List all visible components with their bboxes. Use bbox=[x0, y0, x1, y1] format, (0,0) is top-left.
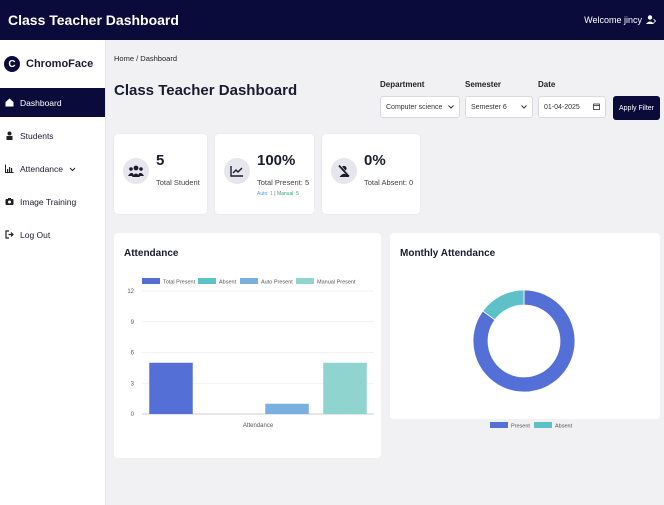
legend-swatch[interactable] bbox=[490, 422, 508, 428]
semester-value: Semester 6 bbox=[471, 103, 507, 111]
donut-slice-absent[interactable] bbox=[482, 289, 525, 321]
breakdown-separator: | bbox=[274, 191, 276, 197]
date-input[interactable]: 01-04-2025 bbox=[538, 96, 606, 118]
legend-label: Manual Present bbox=[317, 280, 356, 286]
department-value: Computer science bbox=[386, 103, 443, 111]
y-tick-label: 9 bbox=[131, 320, 135, 326]
bar-total-present[interactable] bbox=[149, 362, 193, 414]
user-menu[interactable]: Welcome jincy bbox=[584, 14, 657, 26]
y-tick-label: 0 bbox=[131, 412, 135, 418]
page-title: Class Teacher Dashboard bbox=[114, 82, 298, 99]
user-slash-icon bbox=[331, 158, 357, 184]
sidebar-item-image-training[interactable]: Image Training bbox=[0, 187, 105, 216]
bar-auto-present[interactable] bbox=[265, 403, 309, 414]
manual-present-count: Manual: 5 bbox=[276, 191, 299, 197]
sidebar-item-logout[interactable]: Log Out bbox=[0, 220, 105, 249]
monthly-attendance-donut: Present Absent bbox=[472, 289, 576, 430]
student-icon bbox=[5, 131, 14, 140]
y-tick-label: 3 bbox=[131, 381, 135, 387]
chevron-down-icon bbox=[69, 164, 76, 174]
brand[interactable]: C ChromoFace bbox=[0, 40, 105, 88]
breadcrumb-separator: / bbox=[136, 54, 139, 63]
donut-slice-present[interactable] bbox=[472, 289, 576, 393]
attendance-bar-chart: Total Present Absent Auto Present Manual Pr… bbox=[127, 278, 374, 429]
semester-select[interactable]: Semester 6 bbox=[465, 96, 533, 118]
semester-label: Semester bbox=[465, 80, 502, 89]
legend-label: Absent bbox=[219, 280, 237, 286]
y-tick-label: 6 bbox=[131, 351, 135, 357]
total-absent-value: 0% bbox=[364, 152, 386, 169]
legend-swatch[interactable] bbox=[296, 278, 314, 284]
camera-icon bbox=[5, 197, 14, 206]
legend-label: Auto Present bbox=[261, 280, 293, 286]
sidebar: C ChromoFace Dashboard Students Attendan… bbox=[0, 40, 106, 505]
auto-present-count: Auto: 1 bbox=[257, 191, 273, 197]
total-present-card: 100% Total Present: 5 Auto: 1 | Manual: … bbox=[215, 134, 314, 214]
date-label: Date bbox=[538, 80, 556, 89]
main-content: Home / Dashboard Class Teacher Dashboard… bbox=[106, 40, 664, 505]
trend-chart-icon bbox=[224, 158, 250, 184]
total-student-label: Total Student bbox=[156, 178, 200, 187]
chevron-down-icon bbox=[448, 104, 454, 111]
chromoface-logo-icon: C bbox=[4, 56, 20, 72]
chart-icon bbox=[5, 164, 14, 173]
app-title: Class Teacher Dashboard bbox=[8, 12, 179, 28]
legend-swatch[interactable] bbox=[240, 278, 258, 284]
legend-label: Present bbox=[511, 424, 530, 430]
breadcrumb-home[interactable]: Home bbox=[114, 54, 135, 63]
chevron-down-icon bbox=[521, 104, 527, 111]
user-icon bbox=[646, 14, 657, 26]
brand-name: ChromoFace bbox=[26, 58, 94, 70]
welcome-text: Welcome jincy bbox=[584, 15, 642, 25]
users-icon bbox=[123, 158, 149, 184]
total-student-value: 5 bbox=[156, 152, 165, 169]
department-select[interactable]: Computer science bbox=[380, 96, 460, 118]
legend-label: Absent bbox=[555, 424, 573, 430]
sidebar-item-label: Dashboard bbox=[20, 97, 62, 108]
bar-manual-present[interactable] bbox=[323, 362, 367, 414]
total-absent-card: 0% Total Absent: 0 bbox=[322, 134, 420, 214]
logout-icon bbox=[5, 230, 14, 239]
present-breakdown: Auto: 1 | Manual: 5 bbox=[257, 191, 299, 197]
sidebar-item-label: Log Out bbox=[20, 229, 51, 240]
top-bar: Class Teacher Dashboard Welcome jincy bbox=[0, 0, 664, 40]
sidebar-item-attendance[interactable]: Attendance bbox=[0, 154, 105, 183]
dashboard-icon bbox=[5, 98, 14, 107]
attendance-chart-panel: Attendance Total Present Absent Auto Prese… bbox=[114, 233, 381, 458]
legend-swatch[interactable] bbox=[534, 422, 552, 428]
sidebar-item-dashboard[interactable]: Dashboard bbox=[0, 88, 105, 117]
y-tick-label: 12 bbox=[127, 289, 134, 295]
total-student-card: 5 Total Student bbox=[114, 134, 207, 214]
total-absent-label: Total Absent: 0 bbox=[364, 178, 414, 187]
sidebar-item-label: Students bbox=[20, 130, 54, 141]
legend-swatch[interactable] bbox=[198, 278, 216, 284]
calendar-icon[interactable] bbox=[593, 103, 600, 112]
legend-label: Total Present bbox=[163, 280, 196, 286]
breadcrumb-current: Dashboard bbox=[140, 54, 177, 63]
legend-swatch[interactable] bbox=[142, 278, 160, 284]
sidebar-item-label: Image Training bbox=[20, 196, 77, 207]
attendance-chart-title: Attendance bbox=[124, 248, 179, 259]
total-present-value: 100% bbox=[257, 152, 296, 169]
department-label: Department bbox=[380, 80, 425, 89]
x-tick-label: Attendance bbox=[243, 423, 274, 429]
date-value: 01-04-2025 bbox=[544, 103, 580, 111]
apply-filter-button[interactable]: Apply Filter bbox=[613, 96, 660, 120]
breadcrumb: Home / Dashboard bbox=[114, 54, 177, 63]
sidebar-item-label: Attendance bbox=[20, 163, 64, 174]
total-present-label: Total Present: 5 bbox=[257, 178, 310, 187]
monthly-attendance-title: Monthly Attendance bbox=[400, 248, 496, 259]
sidebar-item-students[interactable]: Students bbox=[0, 121, 105, 150]
